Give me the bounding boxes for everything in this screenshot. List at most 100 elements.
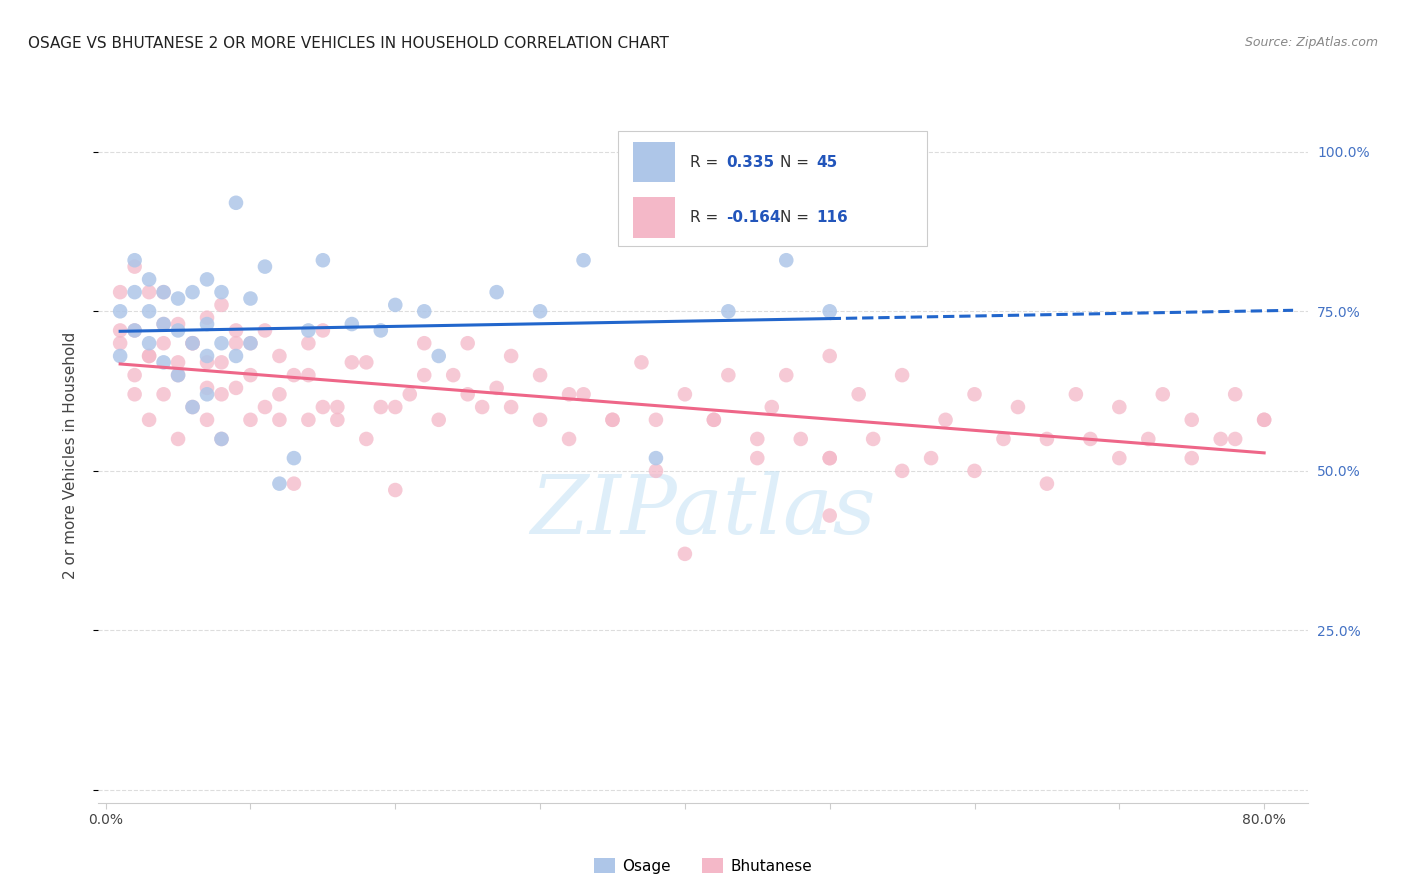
Point <box>195 310 218 325</box>
Point <box>1225 432 1247 446</box>
Point <box>1137 432 1160 446</box>
Point <box>152 317 174 331</box>
Point <box>501 400 523 414</box>
Point <box>312 400 335 414</box>
Point <box>225 195 247 210</box>
Point <box>225 336 247 351</box>
Point <box>108 336 131 351</box>
Point <box>558 432 581 446</box>
Point <box>167 368 190 383</box>
Point <box>818 508 841 523</box>
Point <box>297 368 319 383</box>
Point <box>124 285 146 300</box>
Point <box>152 285 174 300</box>
Point <box>1007 400 1029 414</box>
Point <box>818 349 841 363</box>
Point <box>602 413 624 427</box>
Y-axis label: 2 or more Vehicles in Household: 2 or more Vehicles in Household <box>63 331 77 579</box>
Point <box>312 323 335 337</box>
Point <box>1080 432 1102 446</box>
Point <box>529 368 551 383</box>
Point <box>413 304 436 318</box>
Point <box>457 336 479 351</box>
Point <box>239 413 262 427</box>
Point <box>529 304 551 318</box>
Point <box>283 451 305 466</box>
Point <box>239 368 262 383</box>
Text: N =: N = <box>780 154 814 169</box>
Point <box>211 336 233 351</box>
Point <box>239 336 262 351</box>
Point <box>326 413 349 427</box>
Point <box>761 400 783 414</box>
Point <box>124 323 146 337</box>
Text: 45: 45 <box>817 154 838 169</box>
Point <box>1036 432 1059 446</box>
Point <box>963 464 986 478</box>
Point <box>283 476 305 491</box>
Point <box>427 349 450 363</box>
Point <box>152 285 174 300</box>
Point <box>340 317 363 331</box>
Text: OSAGE VS BHUTANESE 2 OR MORE VEHICLES IN HOUSEHOLD CORRELATION CHART: OSAGE VS BHUTANESE 2 OR MORE VEHICLES IN… <box>28 36 669 51</box>
Point <box>211 298 233 312</box>
Point <box>398 387 420 401</box>
Point <box>167 292 190 306</box>
Point <box>181 336 204 351</box>
Point <box>152 355 174 369</box>
Text: N =: N = <box>780 211 814 225</box>
Point <box>239 336 262 351</box>
Point <box>790 432 813 446</box>
Text: ZIPatlas: ZIPatlas <box>530 471 876 550</box>
Point <box>225 349 247 363</box>
Point <box>167 323 190 337</box>
Point <box>211 285 233 300</box>
Point <box>427 413 450 427</box>
Point <box>920 451 942 466</box>
Point <box>1152 387 1174 401</box>
Point <box>471 400 494 414</box>
Point <box>1253 413 1275 427</box>
Point <box>225 323 247 337</box>
Point <box>108 285 131 300</box>
Point <box>1064 387 1087 401</box>
Point <box>1108 400 1130 414</box>
Point <box>645 451 668 466</box>
Point <box>211 432 233 446</box>
Point <box>181 400 204 414</box>
Point <box>572 253 595 268</box>
Point <box>747 432 769 446</box>
Text: Source: ZipAtlas.com: Source: ZipAtlas.com <box>1244 36 1378 49</box>
Point <box>862 432 884 446</box>
Point <box>152 387 174 401</box>
Point <box>441 368 464 383</box>
Point <box>181 285 204 300</box>
Point <box>269 387 291 401</box>
Point <box>413 368 436 383</box>
Point <box>1181 451 1204 466</box>
Point <box>645 413 668 427</box>
Point <box>630 355 652 369</box>
Point <box>326 400 349 414</box>
Legend: Osage, Bhutanese: Osage, Bhutanese <box>588 852 818 880</box>
Point <box>703 413 725 427</box>
Point <box>181 400 204 414</box>
Point <box>253 260 276 274</box>
Point <box>181 336 204 351</box>
Point <box>269 349 291 363</box>
Point <box>340 355 363 369</box>
Point <box>993 432 1015 446</box>
Point <box>775 253 797 268</box>
Point <box>384 400 406 414</box>
Point <box>370 323 392 337</box>
Point <box>195 317 218 331</box>
Point <box>167 355 190 369</box>
Point <box>818 451 841 466</box>
Point <box>673 387 696 401</box>
Text: 116: 116 <box>817 211 848 225</box>
Point <box>152 317 174 331</box>
Point <box>138 349 160 363</box>
Point <box>269 476 291 491</box>
Point <box>818 304 841 318</box>
Point <box>195 381 218 395</box>
